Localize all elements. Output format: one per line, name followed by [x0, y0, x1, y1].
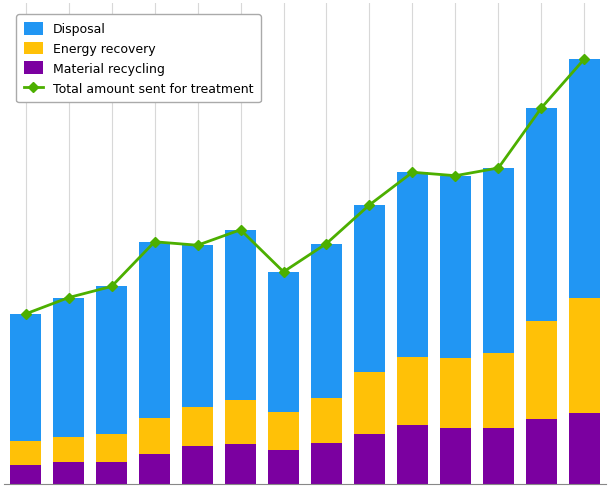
Total amount sent for treatment	[194, 243, 201, 249]
Bar	[526, 420, 557, 484]
Total amount sent for treatment	[581, 57, 588, 63]
Bar	[10, 465, 41, 484]
Bar	[569, 298, 600, 414]
Bar	[96, 287, 127, 434]
Bar	[53, 437, 84, 463]
Total amount sent for treatment	[452, 173, 459, 179]
Bar	[440, 358, 471, 428]
Bar	[96, 434, 127, 462]
Bar	[10, 314, 41, 441]
Total amount sent for treatment	[151, 239, 158, 245]
Bar	[139, 454, 170, 484]
Total amount sent for treatment	[537, 106, 545, 112]
Bar	[182, 446, 213, 484]
Bar	[569, 60, 600, 298]
Total amount sent for treatment	[495, 166, 502, 172]
Bar	[569, 414, 600, 484]
Total amount sent for treatment	[65, 295, 73, 301]
Bar	[182, 407, 213, 446]
Bar	[139, 418, 170, 454]
Bar	[268, 449, 299, 484]
Bar	[397, 357, 428, 426]
Bar	[225, 400, 256, 445]
Total amount sent for treatment	[366, 203, 373, 208]
Bar	[440, 176, 471, 358]
Bar	[182, 246, 213, 407]
Line: Total amount sent for treatment: Total amount sent for treatment	[22, 57, 588, 318]
Bar	[397, 173, 428, 357]
Bar	[483, 353, 514, 428]
Bar	[440, 428, 471, 484]
Bar	[139, 242, 170, 418]
Bar	[526, 321, 557, 420]
Bar	[53, 298, 84, 437]
Bar	[268, 272, 299, 412]
Bar	[354, 434, 385, 484]
Bar	[483, 428, 514, 484]
Bar	[311, 398, 342, 443]
Bar	[311, 244, 342, 398]
Bar	[53, 463, 84, 484]
Bar	[311, 443, 342, 484]
Total amount sent for treatment	[237, 227, 244, 233]
Total amount sent for treatment	[409, 170, 416, 176]
Bar	[397, 426, 428, 484]
Bar	[225, 230, 256, 400]
Bar	[526, 109, 557, 321]
Bar	[354, 372, 385, 434]
Bar	[10, 441, 41, 465]
Bar	[268, 412, 299, 449]
Bar	[354, 205, 385, 372]
Total amount sent for treatment	[323, 241, 330, 247]
Total amount sent for treatment	[22, 311, 29, 317]
Bar	[96, 462, 127, 484]
Total amount sent for treatment	[108, 284, 115, 290]
Bar	[225, 445, 256, 484]
Legend: Disposal, Energy recovery, Material recycling, Total amount sent for treatment: Disposal, Energy recovery, Material recy…	[16, 15, 260, 103]
Bar	[483, 169, 514, 353]
Total amount sent for treatment	[280, 269, 287, 275]
